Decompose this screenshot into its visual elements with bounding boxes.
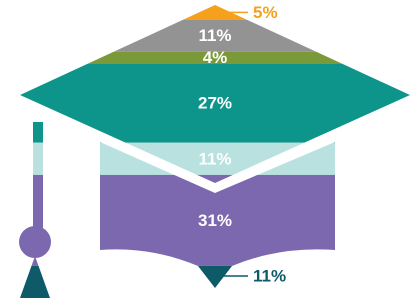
value-label: 27%: [198, 94, 232, 113]
value-label: 11%: [198, 149, 231, 168]
band: [0, 5, 415, 20]
value-label: 11%: [198, 26, 231, 45]
value-label: 5%: [253, 3, 278, 22]
page: {"chart_data": {"type": "stacked-band", …: [0, 0, 415, 304]
value-label: 31%: [198, 211, 232, 230]
chart: 5% 11% 4% 27% 11% 31% 11%: [0, 0, 415, 304]
value-label: 4%: [203, 48, 228, 67]
band: [0, 266, 415, 298]
value-label: 11%: [253, 266, 286, 285]
